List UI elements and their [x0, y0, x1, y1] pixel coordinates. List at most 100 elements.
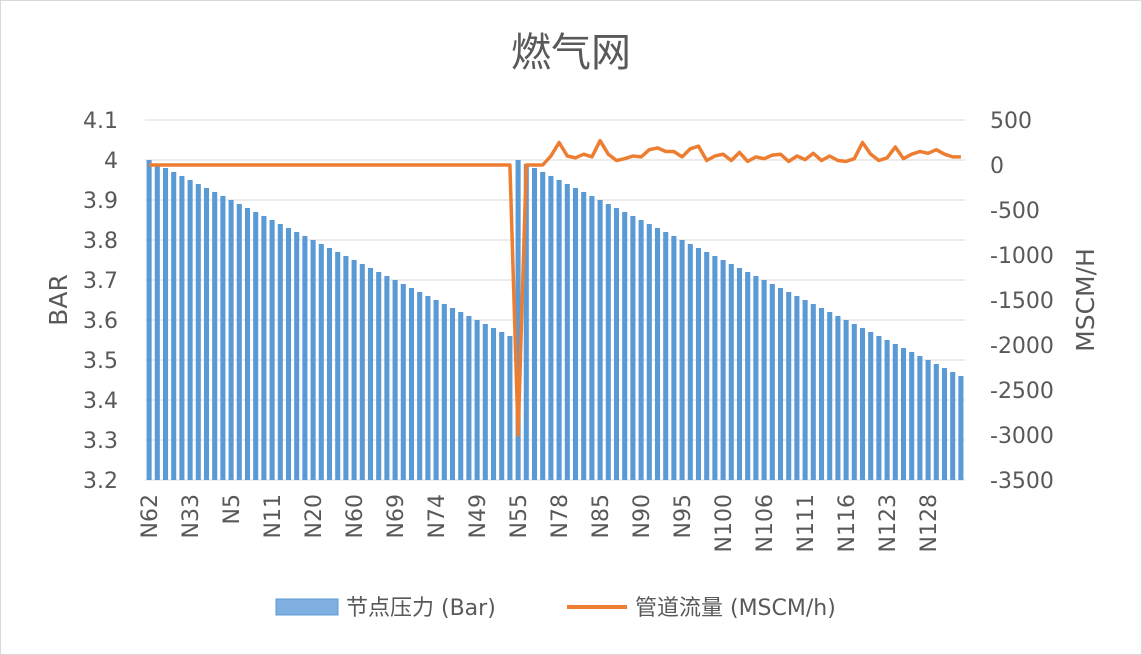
left-axis-label: BAR — [44, 274, 73, 326]
x-tick-label: N62 — [138, 494, 163, 538]
pressure-bar — [548, 176, 554, 480]
pressure-bar — [900, 348, 907, 480]
pressure-bar — [335, 252, 341, 480]
pressure-bar — [802, 300, 808, 480]
pressure-bar — [646, 224, 652, 480]
pressure-bar — [917, 356, 923, 480]
flow-line — [149, 138, 961, 437]
pressure-bar — [679, 240, 685, 480]
x-tick-label: N5 — [220, 494, 245, 524]
left-tick-label: 3.5 — [83, 349, 118, 374]
right-tick-label: 500 — [990, 109, 1032, 134]
pressure-bar — [171, 172, 177, 480]
pressure-bar — [720, 260, 726, 480]
pressure-bar — [835, 316, 841, 480]
pressure-bar — [941, 368, 948, 480]
pressure-bar — [441, 304, 447, 480]
pressure-bar — [277, 224, 283, 480]
pressure-bar — [195, 184, 201, 480]
pressure-bar — [326, 248, 333, 480]
right-tick-label: -2000 — [990, 334, 1054, 359]
x-tick-label: N74 — [425, 494, 450, 538]
right-tick-label: 0 — [990, 154, 1004, 179]
pressure-bar — [704, 252, 710, 480]
pressure-bar — [777, 288, 784, 480]
x-tick-label: N106 — [753, 494, 778, 552]
pressure-bar — [244, 208, 251, 480]
pressure-bar — [695, 248, 702, 480]
pressure-bar — [564, 184, 570, 480]
pressure-bar — [851, 324, 857, 480]
pressure-bar — [343, 256, 349, 480]
x-tick-label: N55 — [507, 494, 532, 538]
right-tick-label: -500 — [990, 199, 1040, 224]
pressure-bar — [384, 276, 390, 480]
pressure-bar — [622, 212, 628, 480]
pressure-bar — [203, 188, 210, 480]
legend-swatch-pressure — [275, 598, 339, 616]
pressure-bar — [179, 176, 185, 480]
pressure-bar — [671, 236, 677, 480]
x-tick-label: N128 — [917, 494, 942, 552]
right-axis-label: MSCM/H — [1071, 248, 1100, 352]
legend-label-flow: 管道流量 (MSCM/h) — [635, 596, 836, 621]
pressure-bar — [843, 320, 849, 480]
left-tick-label: 3.3 — [83, 429, 118, 454]
pressure-bar — [531, 168, 538, 480]
pressure-bar — [523, 164, 529, 480]
pressure-bar — [589, 196, 595, 480]
pressure-bar — [220, 196, 226, 480]
pressure-bar — [581, 192, 587, 480]
x-tick-label: N49 — [466, 494, 491, 538]
left-tick-label: 3.4 — [83, 389, 118, 414]
pressure-bar — [162, 168, 169, 480]
x-tick-label: N60 — [343, 494, 368, 538]
left-tick-label: 4 — [104, 149, 118, 174]
pressure-bar — [261, 216, 267, 480]
pressure-bar — [638, 220, 644, 480]
pressure-bar — [884, 340, 890, 480]
left-tick-label: 3.2 — [83, 469, 118, 494]
x-tick-label: N20 — [302, 494, 327, 538]
pressure-bar — [310, 240, 316, 480]
pressure-bar — [933, 364, 939, 480]
x-tick-label: N95 — [671, 494, 696, 538]
pressure-bar — [408, 288, 415, 480]
pressure-bar — [302, 236, 308, 480]
pressure-bar — [212, 192, 218, 480]
pressure-bar — [236, 204, 242, 480]
x-tick-label: N111 — [794, 494, 819, 552]
pressure-bar — [466, 316, 472, 480]
pressure-bar — [753, 276, 759, 480]
pressure-bar — [425, 296, 431, 480]
pressure-bar — [253, 212, 259, 480]
pressure-bar — [810, 304, 816, 480]
pressure-bar — [449, 308, 456, 480]
flow-series-line — [149, 138, 961, 437]
legend: 节点压力 (Bar) 管道流量 (MSCM/h) — [275, 596, 836, 621]
legend-label-pressure: 节点压力 (Bar) — [346, 596, 496, 621]
right-tick-label: -1000 — [990, 244, 1054, 269]
pressure-bar — [663, 232, 669, 480]
pressure-bar — [490, 328, 497, 480]
pressure-bar — [540, 172, 546, 480]
pressure-bar — [294, 232, 300, 480]
pressure-bar — [736, 268, 743, 480]
pressure-bar — [892, 344, 898, 480]
x-tick-label: N33 — [179, 494, 204, 538]
pressure-bar — [572, 188, 579, 480]
x-tick-label: N78 — [548, 494, 573, 538]
x-tick-label: N90 — [630, 494, 655, 538]
pressure-bar — [794, 296, 800, 480]
x-tick-label: N100 — [712, 494, 737, 552]
pressure-bar — [786, 292, 792, 480]
pressure-bar — [613, 208, 620, 480]
pressure-bar — [285, 228, 292, 480]
pressure-bar — [745, 272, 751, 480]
pressure-bar — [556, 180, 562, 480]
pressure-bar — [482, 324, 488, 480]
pressure-bar — [269, 220, 275, 480]
pressure-bar — [474, 320, 480, 480]
pressure-bar — [687, 244, 693, 480]
